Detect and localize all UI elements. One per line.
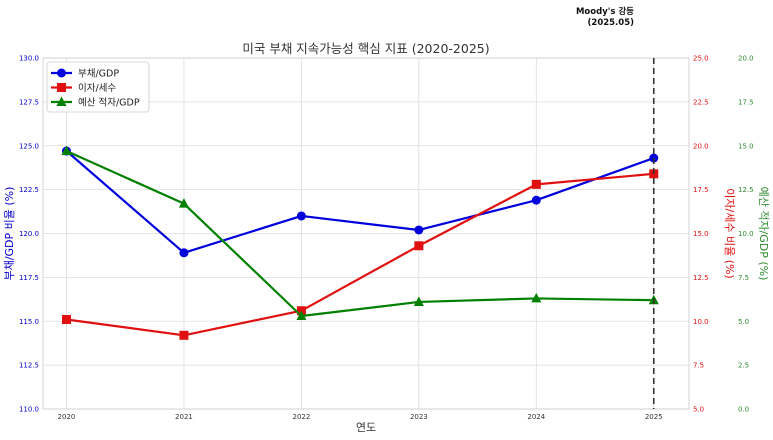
x-tick-label: 2024: [527, 413, 545, 421]
legend-marker: [57, 83, 66, 92]
series-1: [61, 146, 659, 258]
legend-item: 이자/세수: [51, 83, 116, 94]
data-point: [531, 195, 541, 205]
data-point: [531, 292, 542, 303]
y-left-tick-label: 115.0: [19, 318, 39, 326]
y-left-tick-label: 110.0: [19, 406, 39, 414]
y-left-tick-label: 127.5: [19, 98, 39, 106]
series-layer: [61, 145, 659, 340]
data-point: [179, 330, 189, 340]
data-point: [414, 241, 424, 251]
x-axis-label: 연도: [356, 421, 376, 434]
legend-item: 부채/GDP: [51, 68, 119, 80]
y-left-tick-label: 122.5: [19, 186, 39, 194]
y-right-interest-tick-label: 7.5: [693, 362, 704, 370]
y-right-deficit-tick-label: 20.0: [738, 55, 754, 63]
legend-label: 부채/GDP: [78, 69, 119, 80]
plot-frame: [42, 57, 690, 410]
data-point: [61, 314, 71, 324]
legend-marker: [56, 96, 67, 106]
x-tick-label: 2025: [645, 413, 663, 421]
y-right-interest-tick-label: 15.0: [693, 230, 709, 238]
y-right-interest-tick-label: 5.0: [693, 406, 704, 414]
y-right-deficit-tick-label: 12.5: [738, 186, 754, 194]
x-tick-label: 2023: [410, 413, 428, 421]
y-axis-left-label: 부채/GDP 비율 (%): [3, 187, 16, 281]
data-point: [296, 310, 307, 320]
chart-title: 미국 부채 지속가능성 핵심 지표 (2020-2025): [242, 41, 489, 56]
series-2: [61, 169, 659, 340]
y-right-interest-tick-label: 22.5: [693, 98, 709, 106]
legend-marker: [57, 68, 66, 78]
data-point: [178, 198, 189, 208]
series-line: [66, 150, 654, 318]
series-3: [61, 145, 659, 320]
y-left-tick-label: 120.0: [19, 230, 39, 238]
axes: 미국 부채 지속가능성 핵심 지표 (2020-2025) 연도 부채/GDP …: [3, 41, 770, 434]
y-right-deficit-tick-label: 2.5: [738, 362, 749, 370]
data-point: [179, 248, 189, 258]
data-point: [296, 211, 306, 221]
data-point: [413, 296, 424, 306]
y-right-interest-tick-label: 12.5: [693, 274, 709, 282]
y-right-interest-tick-label: 17.5: [693, 186, 709, 194]
y-right-deficit-tick-label: 7.5: [738, 274, 749, 282]
annotation-date: (2025.05): [588, 18, 635, 28]
data-point: [414, 225, 424, 235]
series-line: [66, 172, 654, 337]
legend-item: 예산 적자/GDP: [51, 96, 140, 109]
y-right-deficit-tick-label: 15.0: [738, 142, 754, 150]
series-line: [65, 150, 655, 254]
y-right-interest-tick-label: 25.0: [693, 55, 709, 63]
y-right-deficit-tick-label: 10.0: [738, 230, 754, 238]
x-tick-label: 2021: [175, 413, 193, 421]
y-right-deficit-tick-label: 17.5: [738, 98, 754, 106]
annotation-layer: Moody's 강등 (2025.05): [576, 6, 655, 409]
data-point: [61, 145, 72, 156]
x-tick-label: 2022: [292, 413, 310, 421]
y-left-tick-label: 125.0: [19, 142, 39, 150]
y-right-deficit-tick-label: 0.0: [738, 406, 749, 414]
y-right-deficit-tick-label: 5.0: [738, 318, 749, 326]
y-left-tick-label: 117.5: [19, 274, 39, 282]
legend-box: [46, 61, 150, 113]
y-right-interest-tick-label: 20.0: [693, 142, 709, 150]
data-point: [531, 179, 541, 189]
y-right-interest-tick-label: 10.0: [693, 318, 709, 326]
y-left-tick-label: 130.0: [19, 55, 39, 63]
x-tick-label: 2020: [58, 413, 76, 421]
annotation-title: Moody's 강등: [576, 6, 634, 17]
y-axis-right-interest-label: 이자/세수 비율 (%): [723, 188, 736, 278]
y-left-tick-label: 112.5: [19, 362, 39, 370]
y-axis-right-deficit-label: 예산 적자/GDP (%): [757, 187, 770, 281]
legend-label: 이자/세수: [78, 83, 116, 94]
legend-label: 예산 적자/GDP: [78, 97, 140, 109]
